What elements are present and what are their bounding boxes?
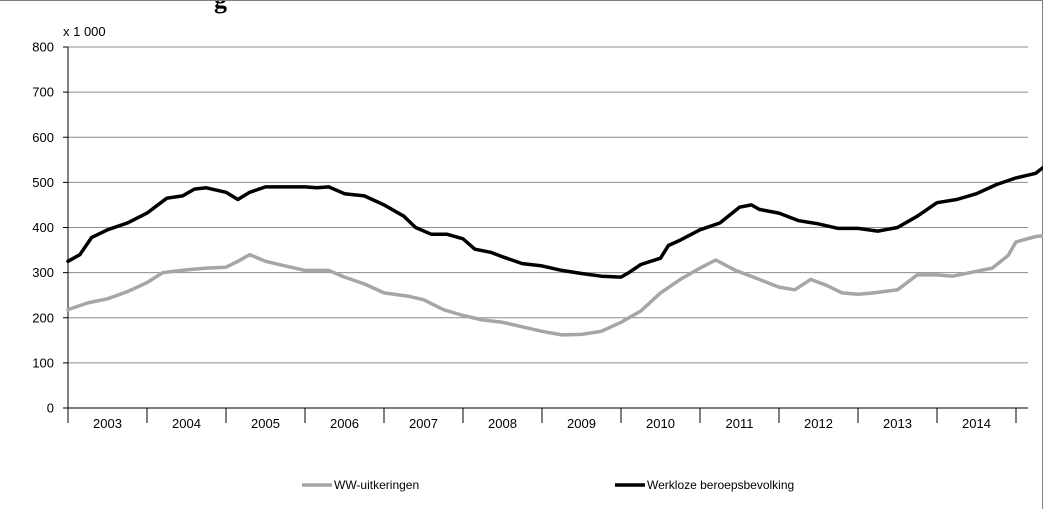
x-tick-label-2012: 2012 <box>804 416 833 431</box>
y-tick-label: 700 <box>32 85 54 100</box>
title-fragment: g <box>214 0 227 14</box>
y-tick-label: 600 <box>32 130 54 145</box>
legend: WW-uitkeringen Werkloze beroepsbevolking <box>302 478 794 492</box>
y-tick-label: 300 <box>32 265 54 280</box>
x-tick-label-2011: 2011 <box>726 416 754 431</box>
x-tick-label-2003: 2003 <box>93 416 122 431</box>
x-tick-label-2014: 2014 <box>962 416 991 431</box>
y-tick-label: 800 <box>32 40 54 55</box>
series-line-ww-uitkeringen <box>66 233 1043 337</box>
x-tick-label-2006: 2006 <box>330 416 359 431</box>
y-tick-label: 400 <box>32 220 54 235</box>
x-tick-label-2013: 2013 <box>883 416 912 431</box>
gridlines <box>68 46 1028 364</box>
legend-label-ww-uitkeringen: WW-uitkeringen <box>334 478 419 492</box>
y-unit-label: x 1 000 <box>63 24 106 39</box>
y-tick-label: 500 <box>32 175 54 190</box>
x-tick-labels: 2003 2004 2005 2006 2007 2008 2009 2010 2011 2012… <box>93 416 991 431</box>
x-tick-label-2005: 2005 <box>251 416 280 431</box>
series-line-werkloze-beroepsbevolking <box>66 165 1043 279</box>
x-tick-label-2007: 2007 <box>409 416 438 431</box>
y-tick-label: 100 <box>32 355 54 370</box>
legend-label-werkloze-beroepsbevolking: Werkloze beroepsbevolking <box>647 478 794 492</box>
x-tick-label-2009: 2009 <box>567 416 596 431</box>
y-tick-label: 0 <box>47 401 54 416</box>
y-tick-labels: 0 100 200 300 400 500 600 700 800 <box>32 40 54 416</box>
x-tick-label-2010: 2010 <box>646 416 675 431</box>
x-tick-label-2004: 2004 <box>172 416 201 431</box>
y-tick-label: 200 <box>32 310 54 325</box>
series-lines <box>66 165 1043 337</box>
axes <box>63 46 1028 423</box>
x-tick-label-2008: 2008 <box>488 416 517 431</box>
